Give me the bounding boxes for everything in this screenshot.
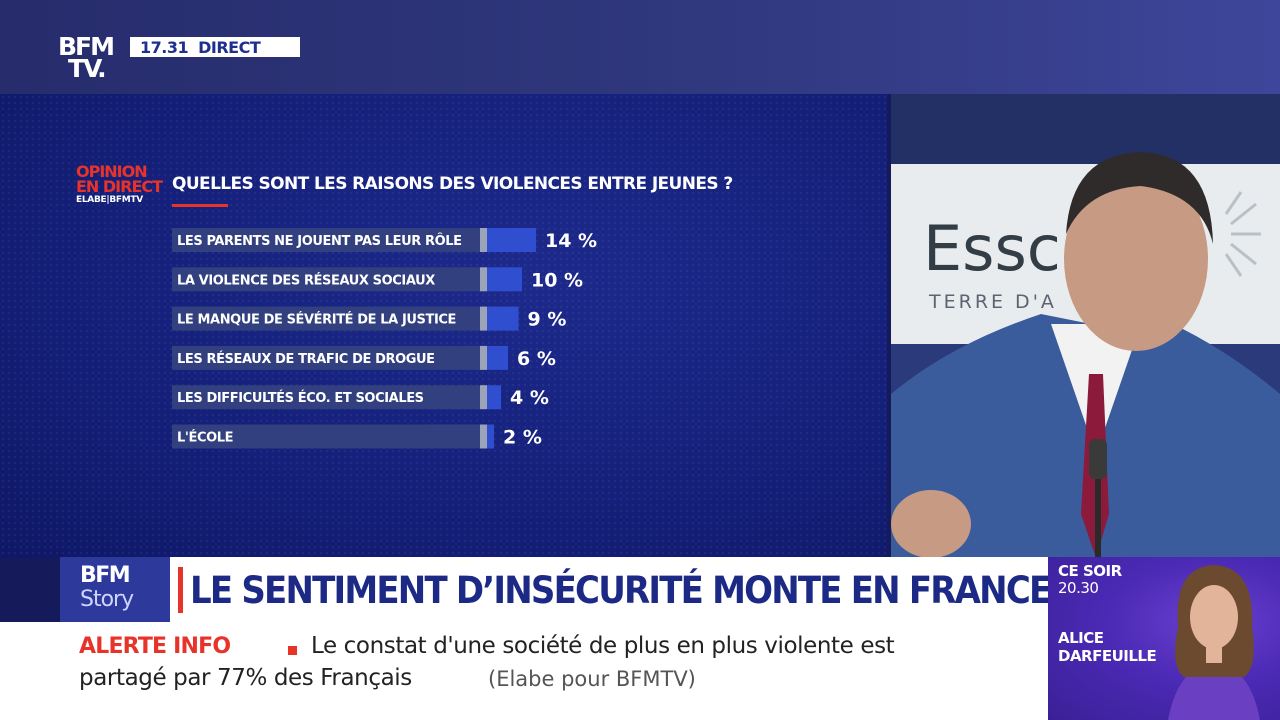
backdrop-text-main: Essc <box>923 212 1061 285</box>
bar <box>487 267 522 292</box>
category-label: LA VIOLENCE DES RÉSEAUX SOCIAUX <box>177 272 435 288</box>
logo-line-2: TV. <box>68 54 107 83</box>
opinion-logo-line-3: ELABE|BFMTV <box>76 195 143 205</box>
poll-chart-panel: OPINION EN DIRECT ELABE|BFMTV QUELLES SO… <box>0 94 887 558</box>
promo-schedule: CE SOIR 20.30 <box>1058 563 1122 597</box>
host-portrait <box>1168 565 1260 720</box>
title-underline <box>172 204 228 207</box>
category-label: LES RÉSEAUX DE TRAFIC DE DROGUE <box>177 351 435 367</box>
live-label: DIRECT <box>198 37 261 57</box>
bar-label-bg <box>172 306 480 331</box>
bar <box>487 424 494 449</box>
category-label: L'ÉCOLE <box>177 430 233 446</box>
bar <box>487 228 536 252</box>
live-time-bar: 17.31 DIRECT <box>130 37 300 57</box>
category-label: LE MANQUE DE SÉVÉRITÉ DE LA JUSTICE <box>177 312 456 328</box>
speaker-face <box>1064 167 1208 351</box>
bfmtv-logo: BFM TV. <box>58 32 124 88</box>
bfm-story-line-2: Story <box>80 587 134 612</box>
bar <box>487 306 519 331</box>
opinion-logo-line-2: EN DIRECT <box>76 177 163 196</box>
bar-label-bg <box>172 345 480 370</box>
category-label: LES PARENTS NE JOUENT PAS LEUR RÔLE <box>177 233 462 249</box>
bar-start-marker <box>480 306 487 331</box>
studio-scene: Essc TERRE D'A <box>891 94 1280 558</box>
opinion-en-direct-logo: OPINION EN DIRECT ELABE|BFMTV <box>76 162 164 206</box>
category-label: LES DIFFICULTÉS ÉCO. ET SOCIALES <box>177 390 424 406</box>
opinion-logo-line-1: OPINION <box>76 162 148 181</box>
promo-host-name: ALICE DARFEUILLE <box>1058 629 1157 665</box>
promo-when: CE SOIR <box>1058 562 1122 580</box>
bar <box>487 385 501 410</box>
backdrop-sun-icon <box>1224 191 1261 277</box>
microphone-icon <box>1089 439 1107 479</box>
value-label: 6 % <box>517 348 556 370</box>
chart-title: QUELLES SONT LES RAISONS DES VIOLENCES E… <box>172 174 733 194</box>
bar-label-bg <box>172 228 480 252</box>
value-label: 9 % <box>528 309 567 331</box>
bar-label-bg <box>172 385 480 410</box>
bar-start-marker <box>480 424 487 449</box>
alert-source: (Elabe pour BFMTV) <box>488 667 696 691</box>
value-label: 4 % <box>510 387 549 409</box>
promo-last-name: DARFEUILLE <box>1058 647 1157 665</box>
bar-start-marker <box>480 228 487 252</box>
speaker-hand <box>891 490 971 558</box>
bar-start-marker <box>480 345 487 370</box>
bar-label-bg <box>172 267 480 292</box>
bar-start-marker <box>480 267 487 292</box>
bar-label-bg <box>172 424 480 449</box>
story-banner: BFM Story LE SENTIMENT D’INSÉCURITÉ MONT… <box>60 557 1052 622</box>
logo-line-1: BFM <box>58 32 115 61</box>
bar <box>487 345 508 370</box>
alert-text-line-2: partagé par 77% des Français <box>79 665 412 691</box>
tonight-promo: CE SOIR 20.30 ALICE DARFEUILLE <box>1048 557 1280 720</box>
backdrop-text-sub: TERRE D'A <box>928 291 1057 313</box>
bar-chart: LES PARENTS NE JOUENT PAS LEUR RÔLE 14 % L… <box>172 228 597 449</box>
bar-start-marker <box>480 385 487 410</box>
banner-headline: LE SENTIMENT D’INSÉCURITÉ MONTE EN FRANC… <box>190 569 1052 613</box>
alert-text-line-1: Le constat d'une société de plus en plus… <box>311 633 895 659</box>
alert-ticker: ALERTE INFO Le constat d'une société de … <box>0 622 1048 720</box>
bfm-story-line-1: BFM <box>80 563 131 588</box>
alert-bullet <box>288 646 297 655</box>
promo-first-name: ALICE <box>1058 629 1104 647</box>
banner-separator <box>178 567 183 613</box>
value-label: 10 % <box>531 269 583 291</box>
alert-label: ALERTE INFO <box>79 634 231 659</box>
clock-time: 17.31 <box>140 37 189 57</box>
value-label: 14 % <box>545 230 597 252</box>
speaker-hair <box>1066 152 1213 244</box>
studio-video-feed: Essc TERRE D'A <box>891 94 1280 558</box>
promo-time: 20.30 <box>1058 579 1099 597</box>
bfm-story-brand: BFM Story <box>60 557 170 622</box>
value-label: 2 % <box>503 427 542 449</box>
